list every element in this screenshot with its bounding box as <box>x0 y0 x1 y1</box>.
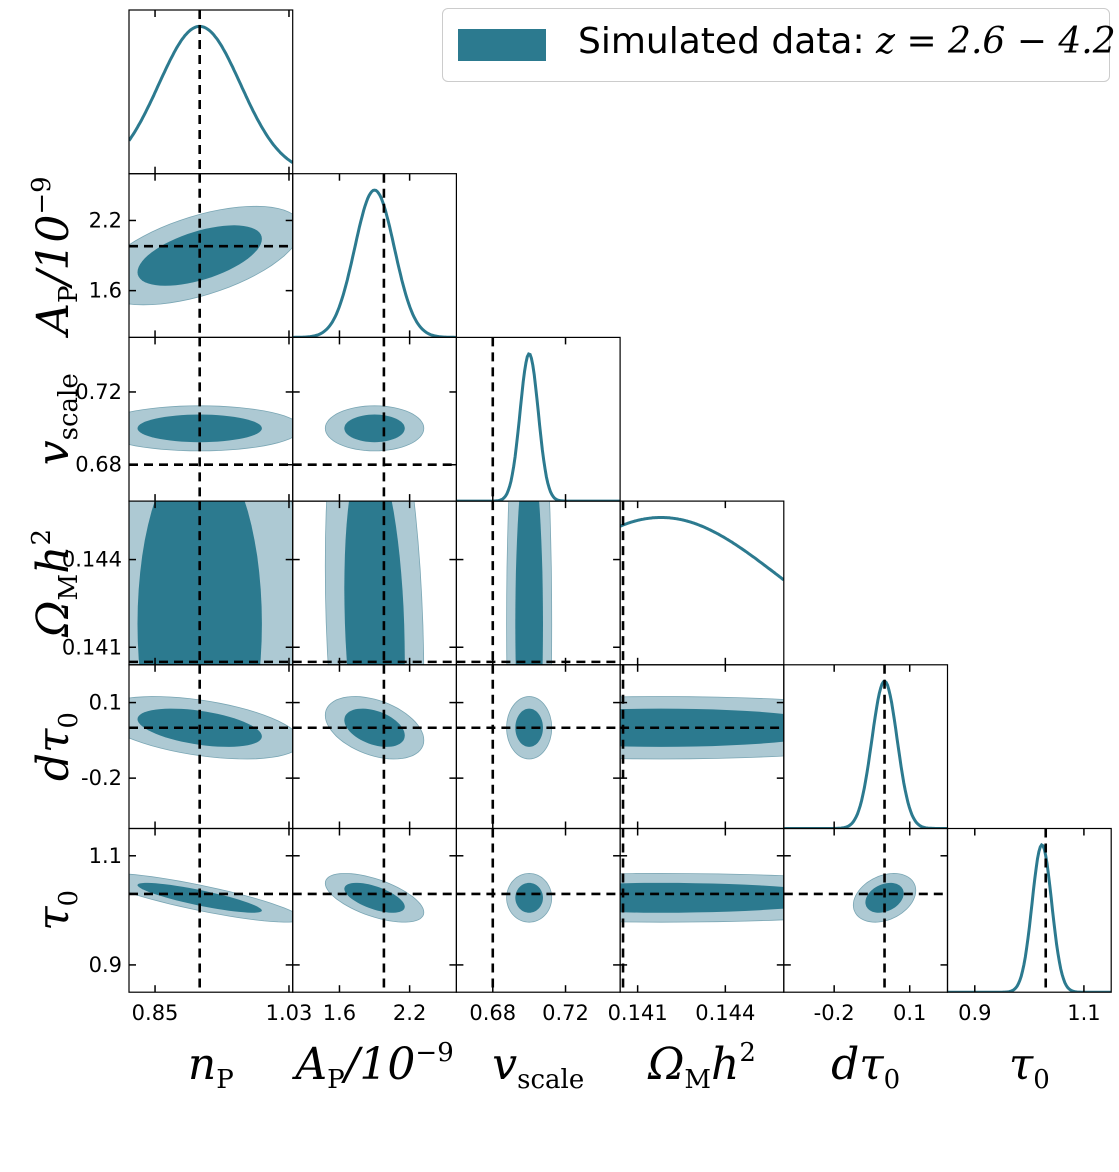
marginal-nP <box>129 24 293 164</box>
panel-OmegaMh2-dtau0 <box>619 664 785 830</box>
yaxis-label-OmegaMh2: ΩMh2 <box>27 529 84 638</box>
ytick-label-AP: 1.6 <box>89 279 122 303</box>
ytick-label-vscale: 0.72 <box>75 380 122 404</box>
panel-tau0-tau0 <box>946 827 1112 993</box>
panel-frame <box>128 9 294 175</box>
yaxis-label-vscale: vscale <box>28 373 84 465</box>
panel-nP-tau0 <box>128 827 294 993</box>
ytick-label-vscale: 0.68 <box>75 453 122 477</box>
legend-swatch <box>458 29 546 61</box>
xtick-label-AP: 2.2 <box>393 1001 426 1025</box>
xtick-label-tau0: 1.1 <box>1067 1001 1100 1025</box>
panel-nP-dtau0 <box>128 664 294 830</box>
xtick-label-tau0: 0.9 <box>958 1001 991 1025</box>
xtick-label-vscale: 0.68 <box>469 1001 516 1025</box>
panel-AP-vscale <box>292 336 458 502</box>
ytick-label-OmegaMh2: 0.141 <box>62 635 122 659</box>
xtick-label-dtau0: 0.1 <box>893 1001 926 1025</box>
xaxis-label-OmegaMh2: ΩMh2 <box>647 1038 756 1095</box>
yaxis-label-AP: AP/10−9 <box>27 176 84 338</box>
marginal-tau0 <box>947 842 1112 993</box>
marginal-AP <box>292 188 457 338</box>
panel-frame <box>946 827 1112 993</box>
panel-vscale-OmegaMh2 <box>455 500 621 666</box>
panel-vscale-vscale <box>455 336 621 502</box>
xtick-label-AP: 1.6 <box>323 1001 356 1025</box>
panel-vscale-tau0 <box>455 827 621 993</box>
xaxis-label-vscale: vscale <box>492 1039 584 1095</box>
panel-dtau0-dtau0 <box>783 664 949 830</box>
panel-nP-nP <box>128 9 294 175</box>
contour-68 <box>515 882 543 913</box>
panel-AP-dtau0 <box>292 664 458 830</box>
panel-frame <box>292 173 458 338</box>
xtick-label-dtau0: -0.2 <box>814 1001 855 1025</box>
contour-68 <box>515 708 543 747</box>
legend-label: Simulated data: z = 2.6 − 4.2 <box>578 21 1116 62</box>
panel-nP-AP <box>128 173 294 338</box>
xaxis-label-dtau0: dτ0 <box>831 1039 900 1095</box>
x-axis-labels: 0.85 1.03 nP 1.6 2.2 AP/10−9 0.68 0.72 vscale 0.1… <box>132 1001 1101 1095</box>
contour-68 <box>865 882 904 913</box>
xaxis-label-tau0: τ0 <box>1009 1039 1050 1095</box>
yaxis-label-tau0: τ0 <box>28 890 84 931</box>
panel-AP-tau0 <box>292 827 458 993</box>
ytick-label-dtau0: -0.2 <box>81 766 122 790</box>
panels <box>128 9 1112 993</box>
xaxis-label-AP: AP/10−9 <box>291 1038 453 1095</box>
yaxis-label-dtau0: dτ0 <box>28 712 84 781</box>
xtick-label-vscale: 0.72 <box>542 1001 589 1025</box>
ytick-label-dtau0: 0.1 <box>89 691 122 715</box>
ytick-label-tau0: 0.9 <box>89 953 122 977</box>
xtick-label-nP: 0.85 <box>132 1001 179 1025</box>
legend: Simulated data: z = 2.6 − 4.2 <box>442 8 1116 82</box>
panel-nP-vscale <box>128 336 294 502</box>
contour-68 <box>620 882 784 913</box>
contour-68 <box>137 882 262 913</box>
panel-frame <box>783 664 949 830</box>
contour-68 <box>515 501 543 665</box>
ytick-label-OmegaMh2: 0.144 <box>62 548 122 572</box>
panel-AP-OmegaMh2 <box>292 500 458 666</box>
ytick-label-AP: 2.2 <box>89 208 122 232</box>
ytick-label-tau0: 1.1 <box>89 844 122 868</box>
panel-OmegaMh2-tau0 <box>619 827 785 993</box>
xaxis-label-nP: nP <box>188 1039 234 1095</box>
panel-OmegaMh2-OmegaMh2 <box>619 500 785 666</box>
marginal-vscale <box>456 352 621 502</box>
contour-68 <box>344 414 405 443</box>
panel-vscale-dtau0 <box>455 664 621 830</box>
contour-68 <box>344 882 405 913</box>
marginal-dtau0 <box>783 679 948 829</box>
marginal-OmegaMh2 <box>620 516 784 582</box>
xtick-label-OmegaMh2: 0.141 <box>608 1001 668 1025</box>
panel-dtau0-tau0 <box>783 827 949 993</box>
contour-68 <box>344 501 405 665</box>
xtick-label-nP: 1.03 <box>266 1001 313 1025</box>
xtick-label-OmegaMh2: 0.144 <box>695 1001 755 1025</box>
legend-redshift: z = 2.6 − 4.2 <box>876 21 1116 62</box>
panel-AP-AP <box>292 173 458 338</box>
legend-text: Simulated data: <box>578 21 865 62</box>
panel-nP-OmegaMh2 <box>128 500 294 666</box>
